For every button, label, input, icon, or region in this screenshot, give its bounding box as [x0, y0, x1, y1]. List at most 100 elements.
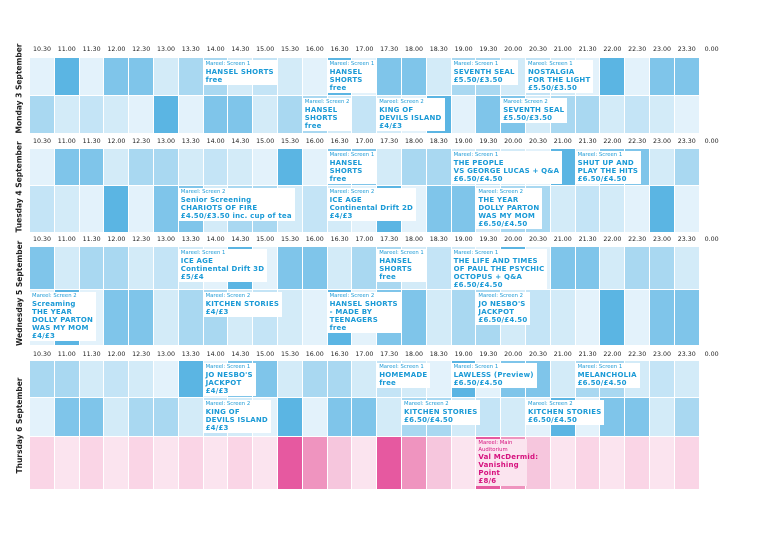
- grid-cell: [600, 96, 625, 133]
- grid-cell: [650, 186, 674, 232]
- grid-cell: [327, 398, 352, 436]
- grid-cell: [154, 437, 178, 489]
- grid-cell: [228, 149, 253, 185]
- event-line: DOLLY PARTON: [478, 203, 540, 212]
- time-label: 11.00: [57, 46, 76, 53]
- time-label: 18.00: [404, 351, 424, 358]
- grid-cell: [402, 437, 426, 489]
- grid-cell: [650, 398, 674, 436]
- event-line: HANSEL: [329, 67, 363, 76]
- time-label: 21.30: [578, 351, 597, 358]
- time-label: 14.30: [231, 138, 250, 145]
- event-line: Continental Drift 2D: [329, 203, 414, 212]
- time-label: 20.30: [528, 46, 548, 53]
- grid-cell: [352, 398, 377, 436]
- grid-cell: [154, 290, 178, 345]
- grid-cell: [327, 247, 352, 289]
- event-line: £6.50/£4.50: [478, 315, 528, 324]
- screen-label: Mareel: Screen 1: [379, 364, 424, 370]
- event-line: free: [329, 174, 347, 183]
- grid-cell: [104, 361, 129, 397]
- grid-cell: [650, 96, 674, 133]
- time-label: 14.30: [231, 46, 250, 53]
- grid-cell: [79, 58, 104, 95]
- time-label: 16.30: [330, 138, 349, 145]
- event: Mareel: Main Auditorium Val McDermid: Vani…: [476, 439, 538, 486]
- time-label: 12.30: [132, 46, 151, 53]
- grid-cell: [278, 149, 302, 185]
- time-label: 19.30: [479, 46, 498, 53]
- screen-label: Mareel: Screen 1: [453, 364, 499, 370]
- event-line: £5.50/£3.50: [503, 113, 553, 122]
- time-label: 18.00: [404, 46, 424, 53]
- event-line: free: [329, 323, 347, 332]
- time-label: 11.30: [82, 46, 101, 53]
- grid-cell: [600, 186, 625, 232]
- time-label: 22.00: [603, 351, 622, 358]
- event-line: CHARIOTS OF FIRE: [180, 203, 258, 212]
- time-label: 15.30: [280, 351, 300, 358]
- grid-cell: [650, 361, 674, 397]
- time-label: 13.30: [181, 351, 200, 358]
- time-label: 12.30: [132, 236, 151, 243]
- grid-cell: [203, 437, 228, 489]
- grid-cell: [129, 149, 153, 185]
- time-label: 14.30: [231, 236, 250, 243]
- time-label: 14.00: [206, 236, 225, 243]
- grid-cell: [451, 186, 476, 232]
- grid-cell: [650, 437, 674, 489]
- grid-cell: [79, 186, 104, 232]
- grid-cell: [352, 437, 377, 489]
- event-line: SHORTS: [304, 113, 338, 122]
- time-label: 18.30: [429, 138, 448, 145]
- grid-cell: [104, 149, 129, 185]
- grid-cell: [625, 58, 649, 95]
- grid-cell: [302, 398, 327, 436]
- grid-cell: [253, 96, 277, 133]
- event-line: SHORTS: [329, 75, 363, 84]
- grid-cell: [278, 58, 302, 95]
- grid-cell: [550, 247, 575, 289]
- time-label: 23.00: [652, 46, 672, 53]
- time-label: 18.00: [404, 138, 424, 145]
- event: Mareel: Screen 1 LAWLESS (Preview) £6.50/£…: [451, 363, 537, 388]
- time-label: 23.30: [677, 46, 696, 53]
- event-line: HANSEL SHORTS: [329, 299, 398, 308]
- event-line: £4/£3: [205, 386, 229, 395]
- grid-cell: [178, 290, 203, 345]
- grid-cell: [650, 247, 674, 289]
- grid-cell: [575, 186, 600, 232]
- time-label: 16.00: [305, 138, 324, 145]
- event: Mareel: Screen 2 THE YEAR DOLLY PARTON WAS …: [476, 188, 543, 229]
- event-line: HOMEMADE: [379, 370, 428, 379]
- time-label: 19.30: [479, 236, 498, 243]
- time-label: 23.00: [652, 236, 672, 243]
- grid-cell: [302, 149, 327, 185]
- day-label: Thursday 6 September: [14, 377, 24, 473]
- time-label: 13.00: [156, 351, 176, 358]
- grid-cell: [278, 437, 302, 489]
- time-label: 18.00: [404, 236, 424, 243]
- grid-cell: [129, 58, 153, 95]
- event: Mareel: Screen 1 JO NESBO'S JACKPOT £4/£3: [203, 363, 256, 396]
- screen-label: Mareel: Screen 1: [577, 364, 623, 370]
- grid-cell: [352, 247, 377, 289]
- time-label: 18.30: [429, 46, 448, 53]
- event: Mareel: Screen 1 HANSEL SHORTS free: [327, 151, 378, 184]
- event: Mareel: Screen 2 KITCHEN STORIES £6.50/£4.…: [526, 400, 605, 425]
- time-label: 17.30: [380, 236, 399, 243]
- event-line: £4.50/£3.50 inc. cup of tea: [180, 211, 292, 220]
- event-line: DEVILS ISLAND: [205, 415, 268, 424]
- event-line: £5/£4: [180, 272, 204, 281]
- grid-cell: [451, 290, 476, 345]
- grid-cell: [426, 58, 451, 95]
- event-line: free: [379, 272, 396, 281]
- time-label: 14.00: [206, 351, 225, 358]
- grid-cell: [402, 149, 426, 185]
- screen-label: Mareel: Screen 1: [577, 152, 623, 158]
- screen-label: Mareel: Screen 1: [329, 152, 375, 158]
- event-line: £4/£3: [379, 121, 403, 130]
- event-line: HANSEL: [329, 158, 363, 167]
- grid-cell: [302, 247, 327, 289]
- grid-cell: [129, 361, 153, 397]
